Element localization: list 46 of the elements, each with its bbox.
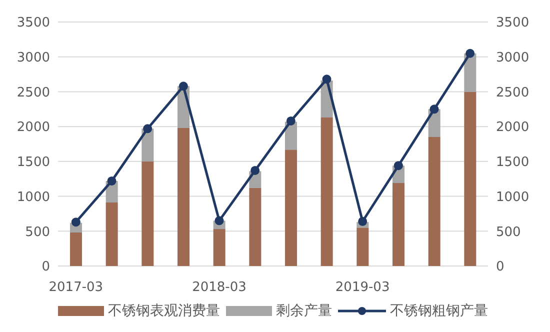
bar: [428, 137, 440, 266]
point: [214, 216, 224, 226]
bar: [320, 118, 333, 266]
y2-tick-label: 500: [496, 224, 521, 240]
x-tick-label: 2019-03: [335, 280, 390, 296]
y2-tick-label: 2000: [496, 120, 530, 136]
x-tick-label: 2018-03: [192, 280, 246, 296]
bar: [356, 228, 369, 266]
point: [358, 216, 368, 226]
y-tick-label: 500: [25, 224, 50, 240]
point: [466, 48, 475, 58]
bar: [178, 128, 190, 266]
y-tick-label: 1000: [16, 190, 50, 205]
bar: [285, 150, 297, 266]
point: [322, 74, 332, 84]
point: [430, 104, 439, 114]
y-tick-label: 0: [42, 260, 50, 275]
y-tick-label: 3500: [16, 16, 50, 31]
y2-tick-label: 2500: [496, 85, 530, 100]
y2-tick-label: 3500: [496, 16, 530, 31]
point: [250, 166, 260, 175]
legend-label: 不锈钢表观消费量: [108, 302, 220, 320]
point: [71, 218, 80, 227]
bar: [70, 232, 82, 266]
y-tick-label: 2500: [16, 85, 50, 100]
y-tick-label: 1500: [16, 155, 50, 170]
y2-tick-label: 3000: [496, 50, 530, 66]
legend-label: 不锈钢粗钢产量: [390, 302, 488, 320]
point: [286, 116, 296, 126]
point: [394, 161, 403, 170]
y2-tick-label: 0: [496, 260, 504, 275]
bar: [464, 92, 476, 266]
y-tick-label: 2000: [16, 120, 50, 136]
bar: [213, 229, 226, 266]
bar: [106, 202, 118, 266]
point: [107, 176, 116, 186]
bar: [249, 188, 262, 266]
y2-tick-label: 1000: [496, 190, 530, 205]
y-tick-label: 3000: [16, 50, 50, 66]
legend-label: 剩余产量: [276, 302, 332, 320]
y2-tick-label: 1500: [496, 155, 530, 170]
bar: [142, 161, 154, 266]
point: [143, 124, 152, 134]
point: [178, 82, 188, 91]
bar: [392, 183, 404, 266]
x-tick-label: 2017-03: [48, 280, 104, 296]
